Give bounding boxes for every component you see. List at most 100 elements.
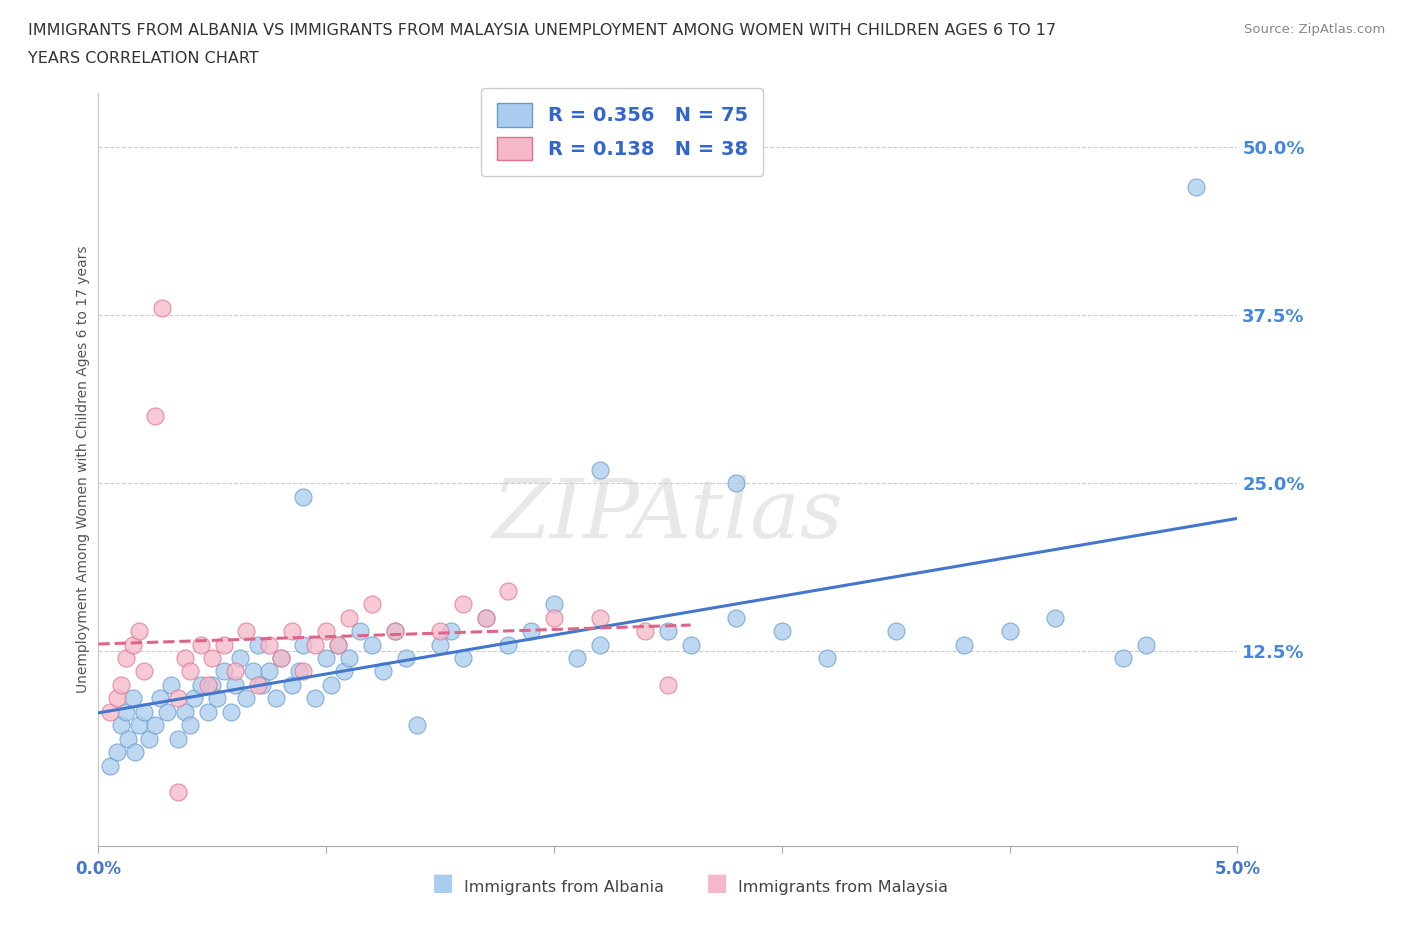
Point	[498, 583, 520, 598]
Point	[679, 637, 702, 652]
Point	[1112, 651, 1135, 666]
Point	[337, 651, 360, 666]
Point	[156, 704, 179, 719]
Point	[349, 624, 371, 639]
Point	[360, 637, 382, 652]
Point	[315, 651, 337, 666]
Point	[179, 664, 201, 679]
Text: YEARS CORRELATION CHART: YEARS CORRELATION CHART	[28, 51, 259, 66]
Point	[281, 624, 304, 639]
Point	[114, 651, 136, 666]
Point	[270, 651, 292, 666]
Point	[360, 597, 382, 612]
Point	[138, 731, 160, 746]
Point	[326, 637, 349, 652]
Point	[201, 651, 224, 666]
Point	[429, 624, 451, 639]
Point	[406, 718, 429, 733]
Point	[588, 462, 610, 477]
Point	[167, 731, 190, 746]
Point	[235, 691, 257, 706]
Point	[634, 624, 657, 639]
Point	[543, 597, 565, 612]
Point	[121, 637, 143, 652]
Point	[246, 637, 269, 652]
Point	[384, 624, 406, 639]
Point	[219, 704, 242, 719]
Point	[246, 677, 269, 692]
Point	[235, 624, 257, 639]
Point	[264, 691, 287, 706]
Text: Source: ZipAtlas.com: Source: ZipAtlas.com	[1244, 23, 1385, 36]
Point	[451, 651, 474, 666]
Point	[326, 637, 349, 652]
Point	[128, 718, 150, 733]
Point	[197, 677, 219, 692]
Point	[228, 651, 250, 666]
Point	[205, 691, 228, 706]
Point	[160, 677, 183, 692]
Point	[167, 785, 190, 800]
Point	[474, 610, 496, 625]
Point	[197, 704, 219, 719]
Point	[543, 610, 565, 625]
Point	[770, 624, 793, 639]
Point	[224, 664, 246, 679]
Point	[395, 651, 418, 666]
Point	[132, 704, 155, 719]
Point	[451, 597, 474, 612]
Point	[150, 300, 173, 315]
Point	[815, 651, 838, 666]
Point	[183, 691, 205, 706]
Point	[167, 691, 190, 706]
Point	[1185, 179, 1208, 194]
Point	[252, 677, 274, 692]
Point	[288, 664, 311, 679]
Point	[98, 704, 121, 719]
Point	[429, 637, 451, 652]
Point	[440, 624, 463, 639]
Point	[588, 637, 610, 652]
Point	[953, 637, 976, 652]
Point	[292, 664, 315, 679]
Point	[145, 408, 167, 423]
Point	[304, 691, 326, 706]
Point	[174, 704, 197, 719]
Point	[292, 489, 315, 504]
Point	[242, 664, 264, 679]
Point	[384, 624, 406, 639]
Text: Immigrants from Albania: Immigrants from Albania	[464, 880, 664, 895]
Point	[110, 677, 132, 692]
Legend: R = 0.356   N = 75, R = 0.138   N = 38: R = 0.356 N = 75, R = 0.138 N = 38	[481, 87, 763, 176]
Point	[315, 624, 337, 639]
Point	[117, 731, 139, 746]
Point	[124, 745, 146, 760]
Point	[657, 677, 679, 692]
Point	[149, 691, 172, 706]
Point	[224, 677, 246, 692]
Point	[121, 691, 143, 706]
Text: 0.0%: 0.0%	[76, 859, 121, 878]
Text: ■: ■	[706, 870, 728, 895]
Point	[319, 677, 342, 692]
Point	[270, 651, 292, 666]
Point	[179, 718, 201, 733]
Point	[371, 664, 394, 679]
Point	[114, 704, 136, 719]
Text: ■: ■	[432, 870, 454, 895]
Point	[132, 664, 155, 679]
Point	[105, 745, 128, 760]
Text: 5.0%: 5.0%	[1215, 859, 1260, 878]
Y-axis label: Unemployment Among Women with Children Ages 6 to 17 years: Unemployment Among Women with Children A…	[76, 246, 90, 694]
Point	[498, 637, 520, 652]
Point	[212, 664, 235, 679]
Point	[98, 758, 121, 773]
Point	[212, 637, 235, 652]
Point	[657, 624, 679, 639]
Text: Immigrants from Malaysia: Immigrants from Malaysia	[738, 880, 948, 895]
Point	[1135, 637, 1157, 652]
Point	[725, 610, 748, 625]
Point	[292, 637, 315, 652]
Point	[304, 637, 326, 652]
Point	[128, 624, 150, 639]
